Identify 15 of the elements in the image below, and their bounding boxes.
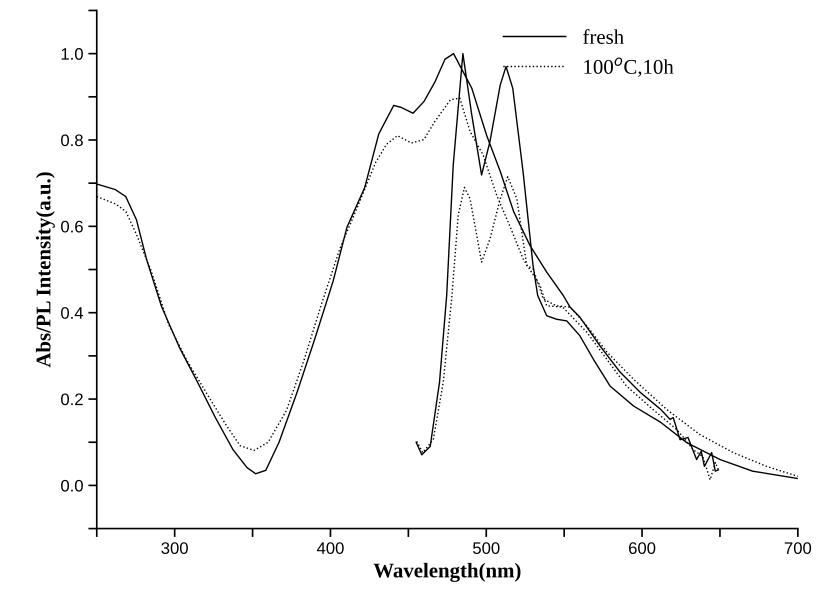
- y-axis-title: Abs/PL Intensity(a.u.): [36, 172, 55, 368]
- x-axis-title: Wavelength(nm): [374, 562, 520, 582]
- x-tick-label: 500: [473, 542, 500, 554]
- y-tick-label: 0.4: [61, 307, 84, 319]
- legend-label: 100$^{o}$C,10h: [584, 58, 674, 77]
- x-tick-label: 400: [316, 542, 344, 554]
- x-tick-label: 300: [161, 542, 188, 554]
- y-tick-label: 0.8: [61, 134, 83, 146]
- y-tick-label: 0.2: [61, 393, 83, 406]
- y-tick-label: 0.6: [61, 220, 83, 233]
- x-tick-label: 600: [629, 542, 656, 554]
- x-tick-label: 700: [784, 542, 812, 554]
- y-tick-label: 0.0: [61, 480, 83, 492]
- y-tick-label: 1.0: [62, 48, 83, 60]
- legend-label: fresh: [583, 29, 624, 44]
